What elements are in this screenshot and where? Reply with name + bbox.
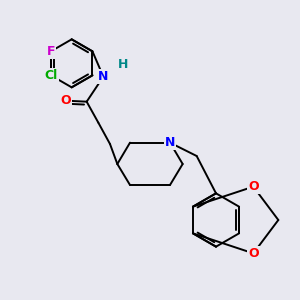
- Text: O: O: [248, 247, 259, 260]
- Text: Cl: Cl: [44, 69, 58, 82]
- Text: H: H: [118, 58, 128, 70]
- Text: N: N: [165, 136, 175, 149]
- Text: F: F: [46, 45, 55, 58]
- Text: N: N: [98, 70, 109, 83]
- Text: O: O: [60, 94, 71, 107]
- Text: O: O: [248, 180, 259, 193]
